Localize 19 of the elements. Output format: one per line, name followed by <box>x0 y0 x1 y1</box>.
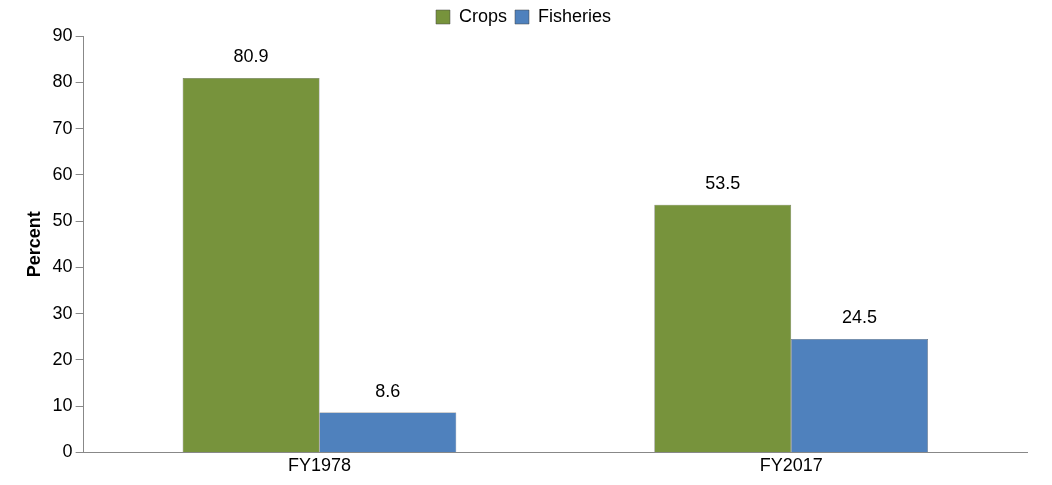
y-tick-label: 70 <box>52 117 73 138</box>
y-tick-label: 80 <box>52 71 73 92</box>
y-tick-label: 0 <box>62 441 73 462</box>
x-tick-label: FY1978 <box>287 455 351 476</box>
y-tick-label: 40 <box>52 256 73 277</box>
y-tick-label: 60 <box>52 163 73 184</box>
y-tick-label: 20 <box>52 348 73 369</box>
data-label: 24.5 <box>842 307 878 328</box>
y-tick-label: 30 <box>52 302 73 323</box>
y-tick-label: 10 <box>52 395 73 416</box>
data-label: 80.9 <box>233 46 269 67</box>
legend-label: Fisheries <box>538 5 612 26</box>
data-label: 53.5 <box>705 172 741 193</box>
legend-label: Crops <box>458 5 507 26</box>
data-label: 8.6 <box>375 380 401 401</box>
x-tick-label: FY2017 <box>759 455 823 476</box>
y-tick-label: 50 <box>52 210 73 231</box>
y-axis-title: Percent <box>23 211 44 278</box>
y-tick-label: 90 <box>52 24 73 45</box>
